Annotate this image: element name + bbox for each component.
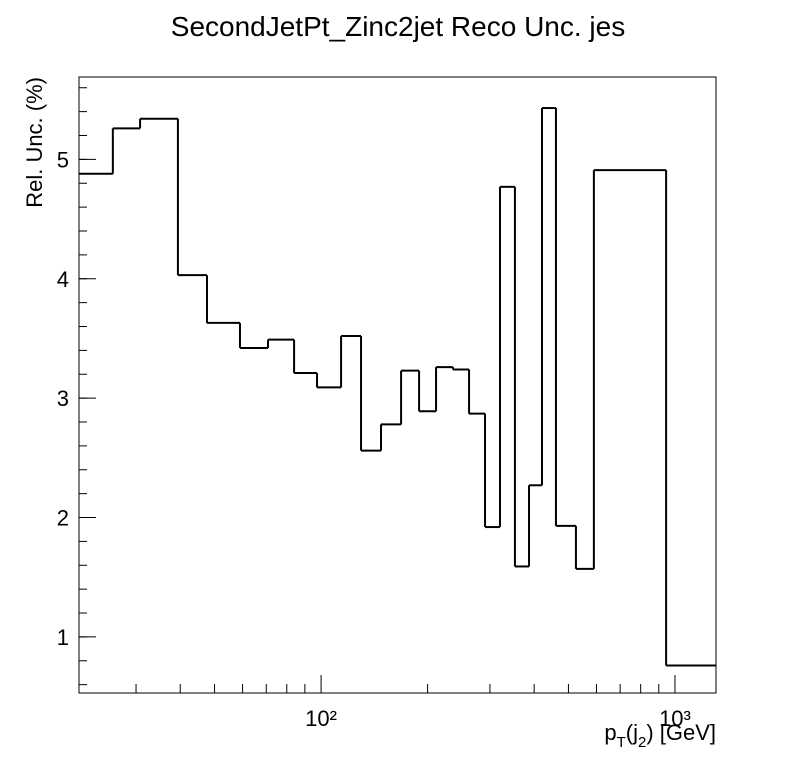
- y-tick-label: 1: [57, 625, 69, 650]
- x-axis-label: pT(j2) [GeV]: [604, 720, 716, 751]
- y-tick-label: 4: [57, 267, 69, 292]
- y-tick-label: 3: [57, 386, 69, 411]
- plot-frame: [78, 76, 717, 694]
- chart-title: SecondJetPt_Zinc2jet Reco Unc. jes: [171, 11, 625, 42]
- y-axis-label: Rel. Unc. (%): [22, 77, 47, 208]
- x-tick-label: 10³: [659, 706, 691, 731]
- y-tick-label: 5: [57, 147, 69, 172]
- x-tick-label: 10²: [305, 706, 337, 731]
- y-tick-label: 2: [57, 506, 69, 531]
